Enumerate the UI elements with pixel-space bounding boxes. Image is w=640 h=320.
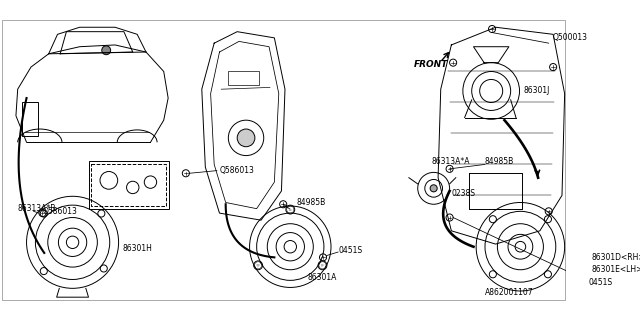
- Text: 86313A*A: 86313A*A: [432, 157, 470, 166]
- Text: 0238S: 0238S: [451, 189, 476, 198]
- Text: 86313A*B: 86313A*B: [18, 204, 56, 213]
- Bar: [91, 164, 166, 206]
- Text: 86301E<LH>: 86301E<LH>: [591, 265, 640, 274]
- Text: 0451S: 0451S: [589, 278, 612, 287]
- Text: Q500013: Q500013: [552, 33, 588, 42]
- Text: 86301J: 86301J: [524, 86, 550, 95]
- Text: 86301A: 86301A: [308, 273, 337, 282]
- Text: Q586013: Q586013: [42, 207, 77, 216]
- Text: 86301H: 86301H: [122, 244, 152, 253]
- Text: A862001107: A862001107: [485, 288, 534, 297]
- Text: FRONT: FRONT: [414, 60, 449, 69]
- Bar: [228, 71, 259, 85]
- Circle shape: [102, 46, 111, 55]
- Bar: [88, 161, 169, 209]
- Text: 0451S: 0451S: [338, 246, 362, 255]
- Text: 84985B: 84985B: [296, 198, 326, 207]
- Text: 86301D<RH>: 86301D<RH>: [591, 253, 640, 262]
- Circle shape: [237, 129, 255, 147]
- Text: 84985B: 84985B: [485, 157, 515, 166]
- Circle shape: [430, 185, 437, 192]
- Text: Q586013: Q586013: [220, 166, 254, 175]
- Bar: [22, 102, 38, 136]
